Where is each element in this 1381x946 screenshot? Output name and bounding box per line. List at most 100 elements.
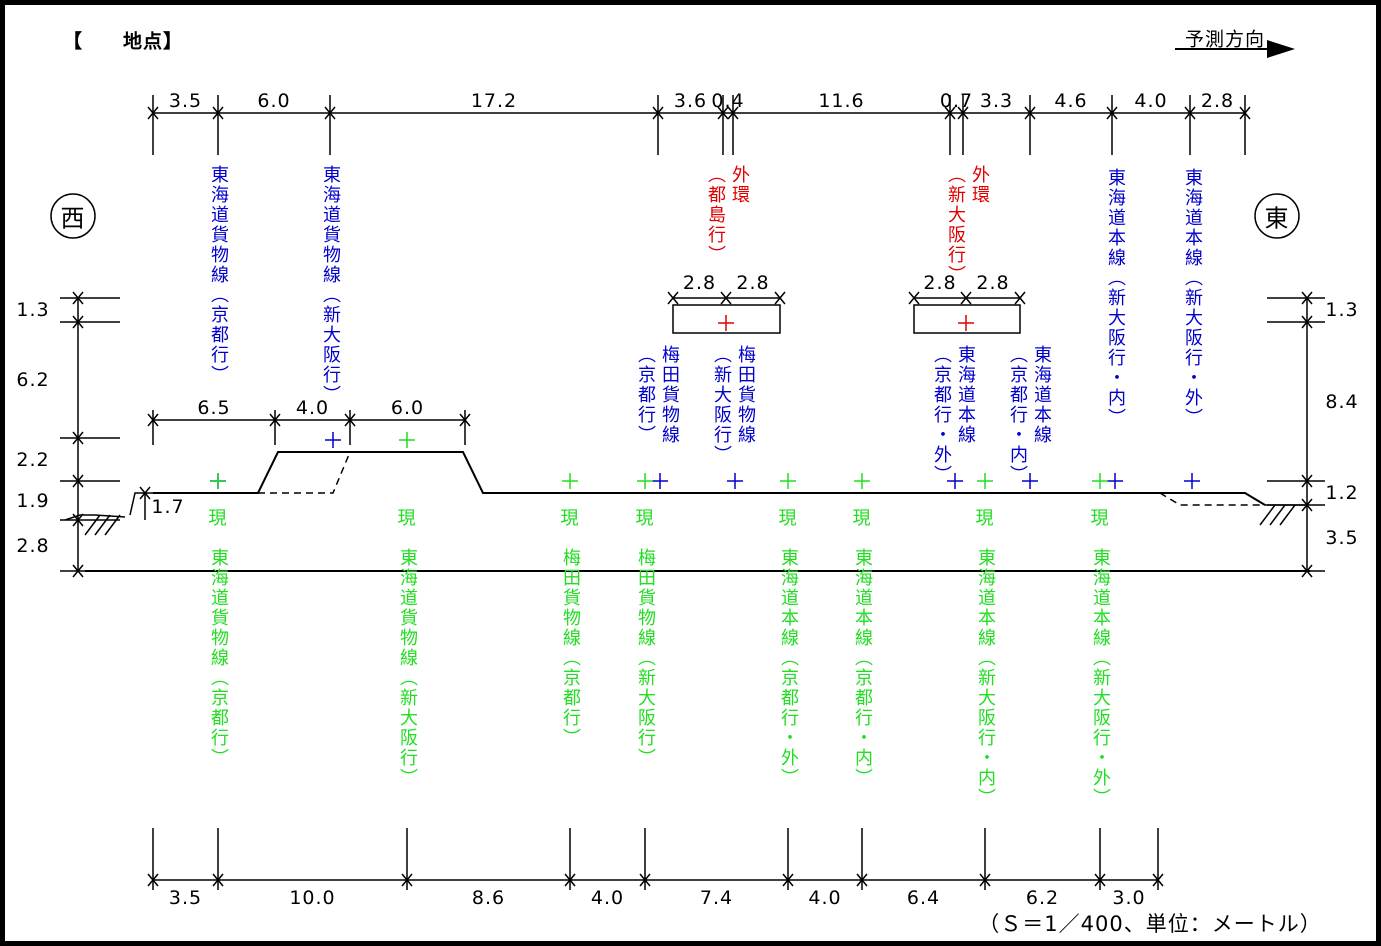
bottom-dimension: 6.4 xyxy=(906,887,941,909)
planned-track-label: 外環 （新大阪行） xyxy=(943,165,991,285)
dim-tick xyxy=(1014,291,1026,305)
label-line: （京都行・内） xyxy=(1007,345,1028,485)
left-slope xyxy=(129,492,153,516)
box-dimension: 2.8 xyxy=(976,272,1010,294)
top-dimension: 11.6 xyxy=(818,90,865,112)
label-line: （新大阪行） xyxy=(711,345,732,465)
dim-tick xyxy=(774,291,786,305)
top-dimension: 6.0 xyxy=(257,90,291,112)
current-track-label: 東海道貨物線（京都行） xyxy=(208,548,229,768)
planned-track-label: 東海道貨物線（京都行） xyxy=(206,165,230,385)
current-track-label: 東海道本線（新大阪行・外） xyxy=(1090,548,1111,808)
current-status: 現 xyxy=(975,508,995,529)
current-track-label: 東海道本線（京都行・外） xyxy=(778,548,799,788)
top-dimension: 0.7 xyxy=(939,90,974,112)
hatch xyxy=(1279,504,1296,526)
bottom-dimension: 4.0 xyxy=(808,887,842,909)
label-line: （新大阪行） xyxy=(945,165,966,285)
planned-track-label: 東海道本線 （京都行・外） xyxy=(929,345,977,485)
label-line: 梅田貨物線 xyxy=(659,345,680,445)
label-line: 東海道本線 xyxy=(1031,345,1052,445)
top-dimension: 0.4 xyxy=(711,90,745,112)
box xyxy=(913,304,1021,334)
height-dimension: 1.9 xyxy=(16,489,50,512)
removed-embankment xyxy=(258,451,351,494)
top-dimension: 2.8 xyxy=(1200,90,1235,112)
current-track-label: 東海道貨物線（新大阪行） xyxy=(397,548,418,788)
current-status: 現 xyxy=(1090,508,1110,529)
height-dimension: 2.8 xyxy=(16,534,50,557)
current-track-label: 東海道本線（新大阪行・内） xyxy=(975,548,996,808)
bottom-dimension: 6.2 xyxy=(1025,887,1060,909)
direction: 予測方向 xyxy=(1184,28,1266,51)
hatch xyxy=(1259,504,1276,526)
embankment-dimension: 6.0 xyxy=(390,397,425,419)
bottom-dimension: 3.5 xyxy=(168,887,203,909)
dim-tick xyxy=(960,291,972,305)
bottom-dimension: 10.0 xyxy=(289,887,336,909)
box-dimension: 2.8 xyxy=(923,272,957,294)
dim-tick xyxy=(720,291,732,305)
height-dimension: 6.2 xyxy=(16,369,50,391)
planned-track-label: 東海道本線 （京都行・内） xyxy=(1005,345,1053,485)
bottom-dimension: 3.0 xyxy=(1112,887,1146,909)
height-dimension: 1.3 xyxy=(16,299,50,321)
slope-dimension: 1.7 xyxy=(151,496,185,518)
hatch xyxy=(84,514,101,536)
box-dimension: 2.8 xyxy=(682,272,717,294)
top-dimension: 3.5 xyxy=(168,90,203,112)
arrow-head xyxy=(1267,40,1295,58)
scale-note: （Ｓ＝1／400、単位：メートル） xyxy=(978,912,1322,936)
label-line: （京都行） xyxy=(635,345,656,445)
current-track-label: 梅田貨物線（新大阪行） xyxy=(635,548,656,768)
top-dimension: 4.6 xyxy=(1054,90,1088,112)
planned-track-label: 東海道貨物線（新大阪行） xyxy=(318,165,342,405)
current-status: 現 xyxy=(635,508,655,529)
planned-track-label: 外環 （都島行） xyxy=(703,165,751,265)
planned-track-label: 梅田貨物線 （京都行） xyxy=(633,345,681,445)
top-dimension: 3.3 xyxy=(979,90,1014,112)
drawing xyxy=(50,40,1325,890)
label-line: 東海道本線 xyxy=(955,345,976,445)
bottom-dimension: 4.0 xyxy=(590,887,625,909)
bottom-dimension: 8.6 xyxy=(471,887,506,909)
west: 西 xyxy=(60,204,86,233)
label-line: 東海道本線（新大阪行・外） xyxy=(1182,168,1203,428)
hatch xyxy=(104,514,121,536)
top-dimension: 4.0 xyxy=(1134,90,1168,112)
box xyxy=(672,304,781,334)
current-status: 現 xyxy=(560,508,580,529)
label-line: 東海道貨物線（新大阪行） xyxy=(320,165,341,405)
current-status: 現 xyxy=(778,508,798,529)
top-dimension: 3.6 xyxy=(673,90,708,112)
current-track-label: 東海道本線（京都行・内） xyxy=(852,548,873,788)
height-dimension: 8.4 xyxy=(1325,390,1359,413)
label-line: （都島行） xyxy=(705,165,726,265)
hatch xyxy=(1269,504,1286,526)
east-circle xyxy=(1254,193,1300,239)
planned-track-label: 東海道本線（新大阪行・外） xyxy=(1180,168,1204,428)
current-status: 現 xyxy=(852,508,872,529)
label-line: 梅田貨物線 xyxy=(735,345,756,445)
title: 【 地点】 xyxy=(63,30,184,53)
current-track-label: 梅田貨物線（京都行） xyxy=(560,548,581,748)
planned-track-label: 梅田貨物線 （新大阪行） xyxy=(709,345,757,465)
label-line: 東海道本線（新大阪行・内） xyxy=(1105,168,1126,428)
label-line: 東海道貨物線（京都行） xyxy=(208,165,229,385)
top-dimension: 17.2 xyxy=(470,90,518,112)
height-dimension: 2.2 xyxy=(16,448,50,471)
west-circle xyxy=(50,193,96,239)
embankment-dimension: 4.0 xyxy=(295,397,330,419)
box-dimension: 2.8 xyxy=(736,272,770,294)
label-line: 外環 xyxy=(729,165,750,205)
east: 東 xyxy=(1264,204,1290,233)
height-dimension: 1.3 xyxy=(1325,299,1359,321)
dim-tick xyxy=(667,291,679,305)
label-line: （京都行・外） xyxy=(931,345,952,485)
label-line: 外環 xyxy=(969,165,990,205)
planned-track-label: 東海道本線（新大阪行・内） xyxy=(1103,168,1127,428)
dim-tick xyxy=(908,291,920,305)
bottom-dimension: 7.4 xyxy=(699,887,734,909)
current-status: 現 xyxy=(397,508,417,529)
